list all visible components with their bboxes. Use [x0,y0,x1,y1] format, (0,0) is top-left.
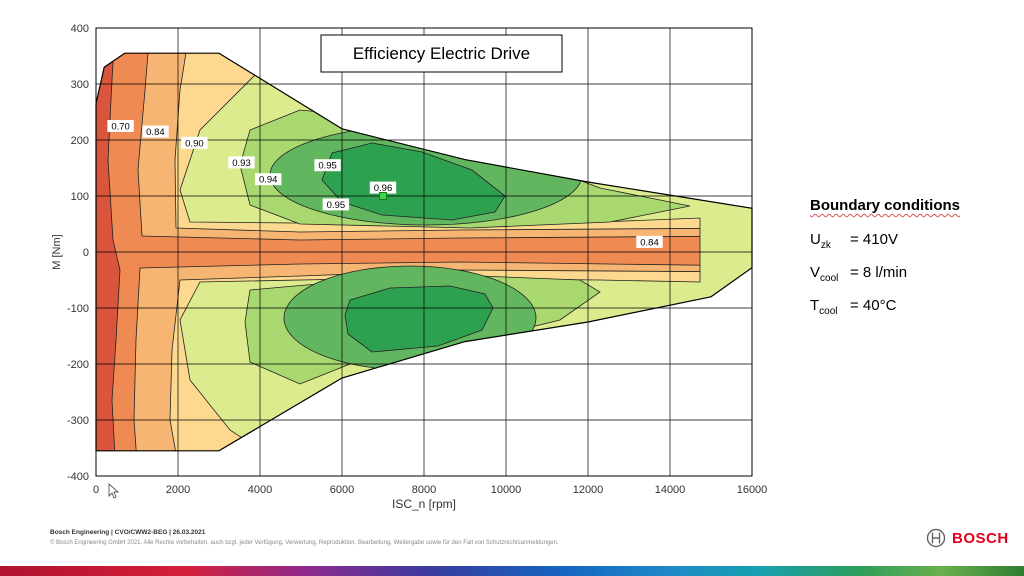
plot-frame [95,27,753,477]
footer-info: Bosch Engineering | CVO/CWW2-BEG | 26.03… [50,529,206,536]
contour-label-text: 0.94 [259,175,278,186]
y-tick-label: -400 [67,471,89,483]
contour-label-text: 0.90 [185,138,204,149]
contour-label: 0.84 [636,235,663,248]
x-tick-label: 14000 [655,484,686,496]
contour-label-box [107,120,134,132]
x-tick-label: 2000 [166,484,190,496]
y-tick-label: 300 [71,79,89,91]
bosch-logo-text: BOSCH [952,529,1009,547]
region-096-bottom [344,285,494,353]
contour-label-text: 0.70 [111,122,130,133]
x-tick-label: 16000 [737,484,768,496]
contour-label-box [314,159,341,172]
contour-label-text: 0.96 [374,183,393,194]
y-tick-label: 200 [71,135,89,147]
contour-label-text: 0.84 [640,237,659,248]
bosch-logo: BOSCH [926,528,1009,548]
contour-label-text: 0.84 [146,127,165,138]
chart-title: Efficiency Electric Drive [353,44,530,63]
max-efficiency-point [379,192,387,200]
boundary-condition-value: = 40°C [850,297,897,314]
contour-label: 0.93 [228,156,255,169]
y-axis-label: M [Nm] [51,234,63,269]
contour-label-box [255,173,282,186]
contour-label-text: 0.95 [327,200,346,211]
boundary-condition-symbol: Vcool [810,264,839,284]
contour-label: 0.96 [369,181,397,194]
x-tick-label: 6000 [330,484,354,496]
contour-label-box [228,156,255,169]
boundary-condition-symbol: Uzk [810,231,831,251]
boundary-conditions-title: Boundary conditions [810,197,960,214]
boundary-condition-row: Tcool = 40°C [810,297,896,317]
chart-title-box [320,34,563,73]
mouse-cursor-icon [108,482,120,499]
contour-label-box [142,125,169,138]
footer-copyright: © Bosch Engineering GmbH 2021. Alle Rech… [50,540,559,546]
contour-label: 0.90 [181,136,208,149]
y-tick-label: -300 [67,415,89,427]
boundary-condition-subscript: zk [820,240,831,251]
x-tick-label: 0 [93,484,99,496]
contour-label-box [181,136,208,149]
y-tick-label: 100 [71,191,89,203]
contour-labels: 0.70 0.84 0.90 0.93 0.94 0.95 0.96 0.95 0.84 [107,120,663,248]
x-axis-label: ISC_n [rpm] [392,497,456,511]
contour-label: 0.70 [107,120,134,133]
contour-label: 0.95 [314,159,341,172]
y-tick-label: -200 [67,359,89,371]
contour-label: 0.95 [322,198,350,211]
boundary-condition-row: Uzk = 410V [810,231,898,251]
x-tick-label: 8000 [412,484,436,496]
contour-label-text: 0.93 [232,158,251,169]
y-tick-label: 400 [71,23,89,35]
boundary-condition-value: = 8 l/min [850,264,908,281]
contour-label: 0.84 [142,125,169,138]
plot-area: 0.70 0.84 0.90 0.93 0.94 0.95 0.96 0.95 0.84 [95,27,753,477]
axis-tick-labels: 0 2000 4000 6000 8000 10000 12000 14000 16000400… [67,23,767,496]
contour-label-box [636,235,663,248]
y-tick-label: -100 [67,303,89,315]
contour-label-box [369,181,397,194]
x-tick-label: 4000 [248,484,272,496]
brand-color-stripe [0,566,1024,576]
boundary-condition-subscript: cool [820,273,839,284]
boundary-condition-symbol: Tcool [810,297,838,317]
contour-label: 0.94 [255,173,282,186]
contour-label-box [322,198,350,211]
y-tick-label: 0 [83,247,89,259]
bosch-armature-icon [926,528,946,548]
boundary-condition-row: Vcool = 8 l/min [810,264,907,284]
boundary-condition-value: = 410V [850,231,898,248]
x-tick-label: 12000 [573,484,604,496]
boundary-condition-subscript: cool [819,306,838,317]
contour-label-text: 0.95 [318,161,337,172]
x-tick-label: 10000 [491,484,522,496]
